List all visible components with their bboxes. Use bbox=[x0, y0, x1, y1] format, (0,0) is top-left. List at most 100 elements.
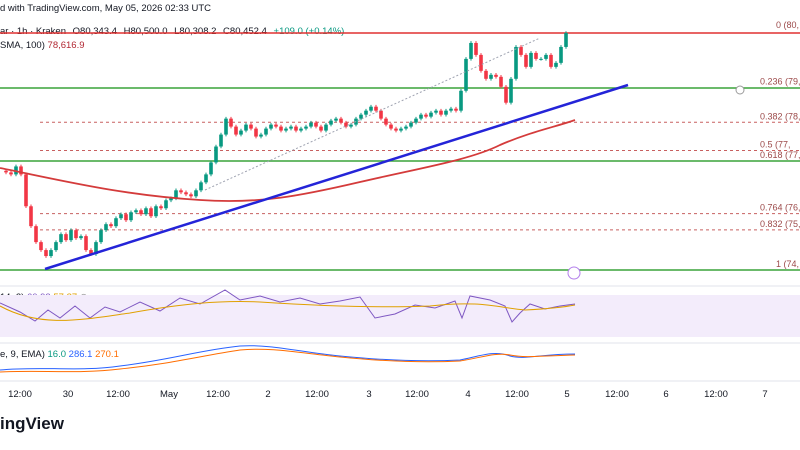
alert-icon bbox=[567, 266, 581, 280]
x-axis-tick-label: 4 bbox=[465, 389, 470, 400]
x-axis-tick-label: May bbox=[160, 389, 178, 400]
line-handle bbox=[735, 85, 745, 95]
candle-body bbox=[359, 114, 363, 119]
sma-legend: SMA, 100) 78,616.9 bbox=[0, 40, 85, 51]
candle-body bbox=[214, 146, 218, 163]
candle-body bbox=[464, 58, 468, 91]
candle-body bbox=[344, 122, 348, 127]
fib-level-label: 0.764 (76, bbox=[760, 203, 800, 213]
candle-body bbox=[249, 124, 253, 129]
candle-body bbox=[539, 58, 543, 60]
candle-body bbox=[274, 124, 278, 127]
fib-level-label: 0.236 (79, bbox=[760, 76, 800, 86]
candle-body bbox=[69, 230, 73, 241]
candle-body bbox=[504, 86, 508, 103]
candle-body bbox=[414, 118, 418, 123]
candle-body bbox=[564, 32, 568, 47]
rsi-band bbox=[0, 295, 800, 337]
candle-body bbox=[104, 224, 108, 231]
ohlc-readout: ar · 1h · Kraken O80,343.4 H80,500.0 L80… bbox=[0, 26, 348, 37]
ascending-trendline bbox=[44, 83, 629, 271]
x-axis-tick-label: 12:00 bbox=[505, 389, 529, 400]
candle-body bbox=[279, 126, 283, 131]
candle-body bbox=[89, 250, 93, 255]
candle-body bbox=[44, 250, 48, 257]
candle-body bbox=[189, 194, 193, 197]
candle-body bbox=[374, 106, 378, 111]
candle-body bbox=[389, 124, 393, 129]
sma-curve bbox=[0, 119, 576, 202]
candle-body bbox=[139, 210, 143, 215]
x-axis-tick-label: 12:00 bbox=[704, 389, 728, 400]
candle-body bbox=[554, 62, 558, 67]
candle-body bbox=[379, 110, 383, 119]
candle-body bbox=[29, 206, 33, 227]
candle-body bbox=[489, 74, 493, 79]
candle-body bbox=[119, 214, 123, 219]
candle-body bbox=[549, 54, 553, 67]
x-axis-tick-label: 12:00 bbox=[8, 389, 32, 400]
candle-body bbox=[124, 214, 128, 221]
candle-body bbox=[239, 130, 243, 135]
candle-body bbox=[129, 212, 133, 221]
candle-body bbox=[229, 118, 233, 127]
candle-body bbox=[439, 110, 443, 115]
x-axis-tick-label: 12:00 bbox=[106, 389, 130, 400]
publish-info: d with TradingView.com, May 05, 2026 02:… bbox=[0, 3, 212, 14]
candle-body bbox=[234, 126, 238, 135]
candle-body bbox=[334, 118, 338, 121]
candle-body bbox=[429, 112, 433, 117]
candle-body bbox=[419, 114, 423, 119]
candle-body bbox=[74, 230, 78, 239]
candle-body bbox=[289, 126, 293, 129]
candle-body bbox=[79, 236, 83, 239]
candle-body bbox=[4, 170, 8, 173]
change-value: +109.0 (+0.14%) bbox=[273, 26, 345, 37]
macd-line-value: 286.1 bbox=[68, 349, 93, 360]
candle-body bbox=[184, 192, 188, 195]
macd-legend: e, 9, EMA) 16.0 286.1 270.1 bbox=[0, 349, 119, 360]
candle-body bbox=[369, 106, 373, 111]
candle-body bbox=[444, 110, 448, 115]
candle-body bbox=[94, 242, 98, 255]
candle-body bbox=[49, 250, 53, 257]
fib-level-label: 0.832 (75, bbox=[760, 219, 800, 229]
high-value: H80,500.0 bbox=[123, 26, 168, 37]
macd-signal-value: 270.1 bbox=[95, 349, 119, 360]
candle-body bbox=[224, 118, 228, 135]
candle-body bbox=[59, 234, 63, 243]
candle-body bbox=[559, 46, 563, 63]
pair-label: ar · 1h · Kraken bbox=[0, 26, 66, 37]
candle-body bbox=[294, 126, 298, 131]
candle-body bbox=[39, 242, 43, 251]
rsi-ma-line bbox=[0, 300, 576, 321]
candle-body bbox=[64, 234, 68, 241]
candle-body bbox=[524, 54, 528, 67]
candle-body bbox=[349, 124, 353, 127]
x-axis-tick-label: 3 bbox=[366, 389, 371, 400]
candle-body bbox=[244, 124, 248, 131]
candle-body bbox=[404, 126, 408, 129]
candle-body bbox=[434, 110, 438, 113]
candle-body bbox=[459, 90, 463, 111]
candle-body bbox=[169, 198, 173, 201]
candle-body bbox=[324, 124, 328, 131]
candle-body bbox=[34, 226, 38, 243]
candle-body bbox=[174, 190, 178, 199]
sma-label: SMA, 100) bbox=[0, 40, 45, 51]
candle-body bbox=[514, 46, 518, 79]
macd-hist-value: 16.0 bbox=[47, 349, 67, 360]
candle-body bbox=[469, 42, 473, 59]
candle-body bbox=[314, 122, 318, 127]
x-axis-tick-label: 12:00 bbox=[206, 389, 230, 400]
candle-body bbox=[179, 190, 183, 193]
candle-body bbox=[329, 120, 333, 125]
candle-body bbox=[154, 206, 158, 217]
candle-body bbox=[479, 54, 483, 71]
x-axis-tick-label: 12:00 bbox=[605, 389, 629, 400]
fib-level-label: 0.618 (77, bbox=[760, 150, 800, 160]
candle-body bbox=[544, 54, 548, 59]
candle-body bbox=[454, 108, 458, 111]
candle-body bbox=[494, 74, 498, 77]
